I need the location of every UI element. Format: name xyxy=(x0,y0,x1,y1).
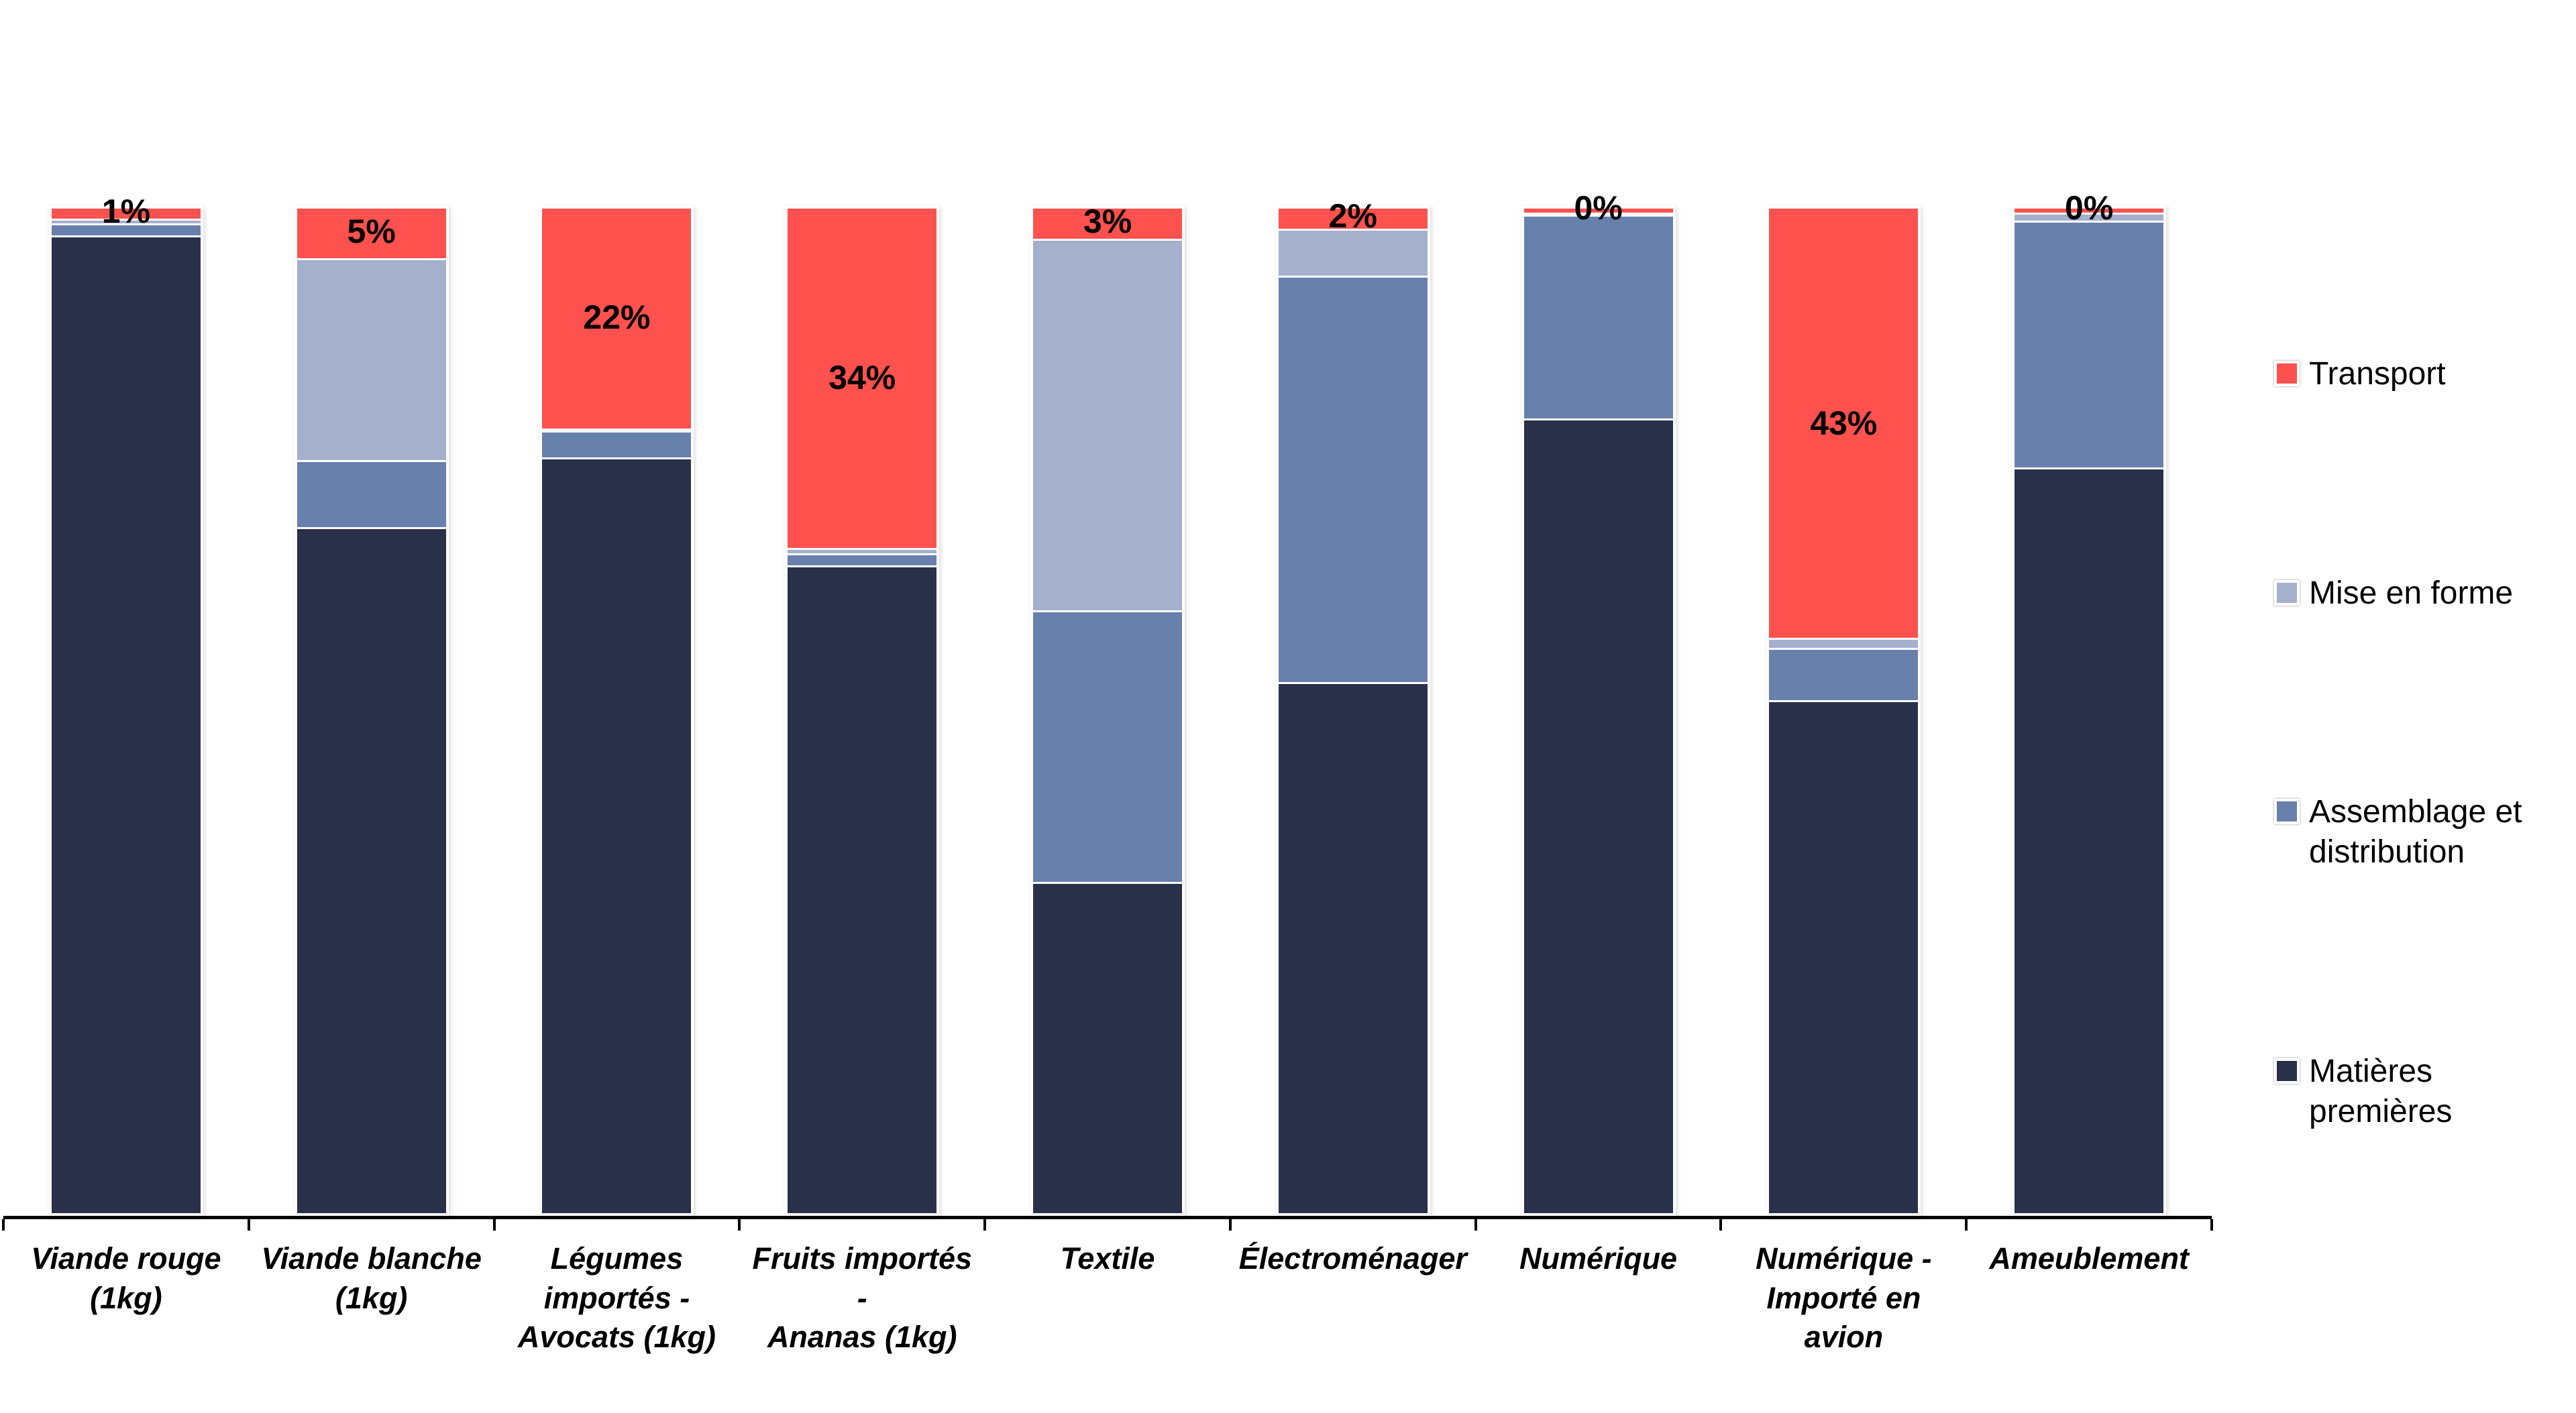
segment-assemblage-et-distribution-7 xyxy=(1523,216,1673,418)
segment-transport-4 xyxy=(788,209,937,549)
plot-area: 1% 5% 22% 34% 3% 2% 0% 43% 0% xyxy=(3,189,2212,1216)
axis-tick-6 xyxy=(1474,1219,1477,1231)
segment-mise-en-forme-4 xyxy=(788,550,937,553)
segment-assemblage-et-distribution-3 xyxy=(542,432,692,457)
bar-column-8: 43% xyxy=(1721,206,1966,1216)
bar-column-1: 1% xyxy=(3,192,249,1216)
legend-label: Transport xyxy=(2309,356,2446,392)
segment-transport-7 xyxy=(1523,209,1673,213)
segment-mati-res-premi-res-2 xyxy=(297,529,446,1213)
legend-item-3: Assemblage et distribution xyxy=(2274,792,2576,872)
data-label-3: 22% xyxy=(583,298,651,336)
legend-item-4: Matières premières xyxy=(2274,1052,2576,1132)
segment-transport-1 xyxy=(51,209,201,219)
segment-mati-res-premi-res-6 xyxy=(1278,683,1428,1213)
legend-swatch-icon xyxy=(2274,799,2300,825)
bar-column-6: 2% xyxy=(1230,197,1476,1216)
axis-tick-9 xyxy=(2210,1219,2213,1231)
segment-assemblage-et-distribution-4 xyxy=(788,555,937,565)
segment-transport-6 xyxy=(1278,209,1428,229)
category-label-1: Viande rouge (1kg) xyxy=(31,1241,221,1315)
segment-mise-en-forme-8 xyxy=(1769,640,1919,648)
legend-item-2: Mise en forme xyxy=(2274,573,2576,614)
legend-swatch-icon xyxy=(2274,1058,2300,1084)
category-labels: Viande rouge (1kg) Viande blanche (1kg) Lé… xyxy=(3,1239,2212,1357)
category-label-9: Ameublement xyxy=(1989,1241,2189,1276)
category-label-4: Fruits importés - Ananas (1kg) xyxy=(752,1241,972,1354)
segment-transport-2 xyxy=(297,209,446,259)
bar-6: 2% xyxy=(1275,197,1430,1216)
bar-2: 5% xyxy=(294,206,449,1216)
category-label-6: Électroménager xyxy=(1238,1241,1467,1276)
bar-8: 43% xyxy=(1766,206,1921,1216)
bar-column-4: 34% xyxy=(739,206,985,1216)
segment-assemblage-et-distribution-8 xyxy=(1769,650,1919,700)
axis-tick-5 xyxy=(1228,1219,1232,1231)
segment-assemblage-et-distribution-2 xyxy=(297,462,446,528)
axis-tick-1 xyxy=(247,1219,250,1231)
category-label-2: Viande blanche (1kg) xyxy=(261,1241,482,1315)
segment-mati-res-premi-res-8 xyxy=(1769,701,1919,1213)
segment-transport-8 xyxy=(1769,209,1919,638)
segment-mise-en-forme-5 xyxy=(1033,240,1183,610)
bar-4: 34% xyxy=(785,206,940,1216)
legend-label: Assemblage et distribution xyxy=(2309,794,2522,870)
data-label-1: 1% xyxy=(101,192,151,230)
bar-3: 22% xyxy=(539,206,694,1216)
legend-label: Matières premières xyxy=(2309,1053,2453,1129)
bar-column-9: 0% xyxy=(1966,189,2212,1216)
x-axis-line xyxy=(2,1216,2213,1231)
category-label-8: Numérique - Importé en avion xyxy=(1756,1241,1932,1354)
segment-assemblage-et-distribution-1 xyxy=(51,225,201,236)
segment-mati-res-premi-res-9 xyxy=(2015,469,2164,1214)
bar-5: 3% xyxy=(1030,203,1185,1216)
segment-mise-en-forme-6 xyxy=(1278,230,1428,276)
segment-mati-res-premi-res-3 xyxy=(542,459,692,1213)
bar-column-3: 22% xyxy=(494,206,740,1216)
segment-mise-en-forme-1 xyxy=(51,220,201,224)
bar-column-5: 3% xyxy=(985,203,1230,1216)
data-label-8: 43% xyxy=(1810,404,1878,442)
bar-7: 0% xyxy=(1521,189,1676,1216)
segment-assemblage-et-distribution-9 xyxy=(2015,222,2164,467)
legend-swatch-icon xyxy=(2274,579,2300,606)
data-label-2: 5% xyxy=(347,212,396,250)
axis-tick-7 xyxy=(1719,1219,1723,1231)
segment-mise-en-forme-2 xyxy=(297,260,446,461)
bar-1: 1% xyxy=(48,192,203,1216)
segment-transport-3 xyxy=(542,209,692,429)
category-label-3: Légumes importés - Avocats (1kg) xyxy=(517,1241,716,1354)
segment-mati-res-premi-res-1 xyxy=(51,237,201,1213)
segment-transport-5 xyxy=(1033,209,1183,239)
category-label-5: Textile xyxy=(1060,1241,1155,1276)
axis-tick-8 xyxy=(1965,1219,1968,1231)
segment-assemblage-et-distribution-5 xyxy=(1033,612,1183,882)
axis-tick-0 xyxy=(2,1219,5,1231)
axis-tick-4 xyxy=(983,1219,987,1231)
legend: Transport Mise en forme Assemblage et dist… xyxy=(2274,354,2576,1132)
legend-swatch-icon xyxy=(2274,361,2300,386)
axis-tick-2 xyxy=(492,1219,496,1231)
segment-mati-res-premi-res-4 xyxy=(788,567,937,1214)
data-label-6: 2% xyxy=(1328,197,1377,235)
segment-mati-res-premi-res-5 xyxy=(1033,883,1183,1214)
data-label-4: 34% xyxy=(828,359,896,397)
data-label-9: 0% xyxy=(2065,189,2114,227)
bar-column-2: 5% xyxy=(249,206,494,1216)
legend-label: Mise en forme xyxy=(2309,575,2514,611)
bar-9: 0% xyxy=(2012,189,2167,1216)
bar-column-7: 0% xyxy=(1476,189,1721,1216)
segment-mise-en-forme-9 xyxy=(2015,214,2164,221)
axis-tick-3 xyxy=(738,1219,741,1231)
data-label-5: 3% xyxy=(1083,202,1132,240)
data-label-7: 0% xyxy=(1574,189,1623,227)
segment-transport-9 xyxy=(2015,209,2164,213)
segment-mati-res-premi-res-7 xyxy=(1523,420,1673,1213)
category-label-7: Numérique xyxy=(1519,1241,1678,1276)
legend-item-1: Transport xyxy=(2274,354,2576,394)
segment-assemblage-et-distribution-6 xyxy=(1278,277,1428,682)
